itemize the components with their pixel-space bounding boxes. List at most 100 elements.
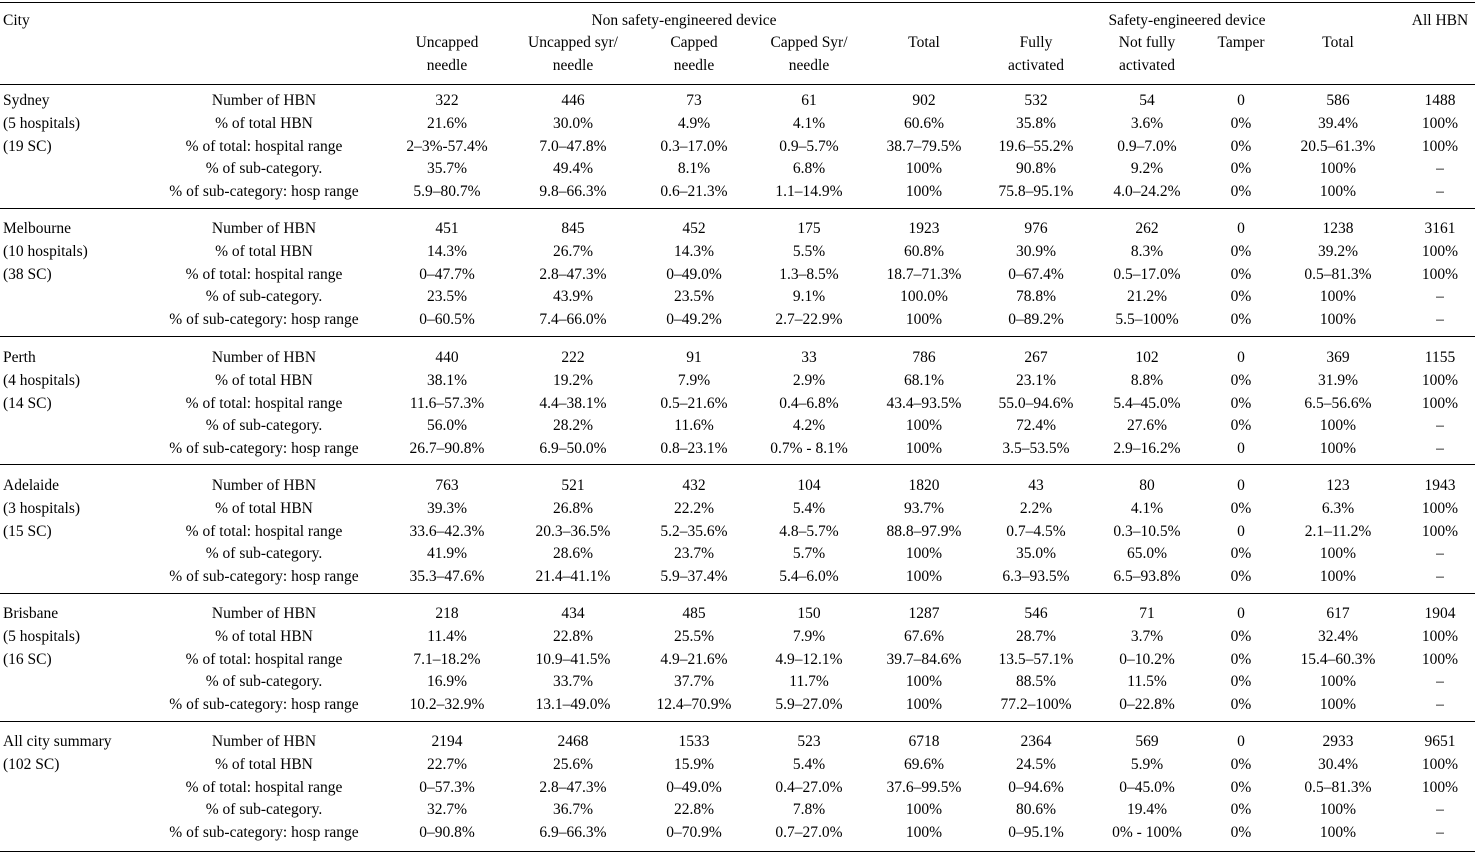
value-uncapped-needle: 10.2–32.9% — [409, 696, 485, 714]
value-all-hbn: 100% — [1421, 755, 1459, 773]
value-not-fully-activated: 80 — [1139, 477, 1155, 494]
value-not-fully-activated: 0.9–7.0% — [1117, 137, 1177, 155]
value-tamper: 0% — [1230, 696, 1252, 714]
value-capped-needle: 23.5% — [673, 288, 715, 306]
value-tamper: 0% — [1230, 755, 1252, 773]
value-capped-syr-needle: 33 — [801, 349, 817, 366]
value-capped-needle: 1533 — [678, 733, 710, 750]
value-capped-syr-needle: 4.1% — [792, 114, 826, 132]
value-not-fully-activated: 6.5–93.8% — [1113, 568, 1181, 586]
value-uncapped-syr-needle: 30.0% — [552, 114, 594, 132]
value-all-hbn: 100% — [1421, 371, 1459, 389]
col-header-uncapped-syr-needle: Uncapped syr/ — [528, 34, 618, 51]
value-capped-needle: 7.9% — [677, 371, 711, 389]
value-capped-needle: 452 — [682, 220, 706, 237]
value-capped-needle: 5.9–37.4% — [660, 568, 728, 586]
value-safety-total: 100% — [1319, 183, 1357, 201]
value-uncapped-syr-needle: 434 — [561, 605, 585, 622]
value-tamper: 0% — [1230, 417, 1252, 435]
value-capped-syr-needle: 0.4–27.0% — [775, 778, 843, 796]
value-capped-syr-needle: 7.8% — [792, 801, 826, 819]
value-non-safety-total: 1287 — [908, 605, 940, 622]
value-safety-total: 20.5–61.3% — [1300, 137, 1376, 155]
value-tamper: 0% — [1230, 311, 1252, 329]
value-safety-total: 0.5–81.3% — [1304, 778, 1372, 796]
value-not-fully-activated: 9.2% — [1130, 160, 1164, 178]
value-uncapped-needle: 0–47.7% — [419, 265, 475, 283]
value-non-safety-total: 786 — [912, 349, 936, 366]
header-non-safety-group: Non safety-engineered device — [591, 12, 777, 29]
value-all-hbn: – — [1436, 417, 1444, 435]
value-safety-total: 2933 — [1322, 733, 1354, 750]
value-uncapped-syr-needle: 6.9–66.3% — [539, 824, 607, 842]
value-fully-activated: 19.6–55.2% — [998, 137, 1074, 155]
value-capped-needle: 432 — [682, 477, 706, 494]
value-tamper: 0 — [1237, 349, 1245, 366]
value-tamper: 0% — [1230, 137, 1252, 155]
value-non-safety-total: 100% — [905, 568, 943, 586]
value-uncapped-needle: 56.0% — [426, 417, 468, 435]
value-not-fully-activated: 4.0–24.2% — [1113, 183, 1181, 201]
value-fully-activated: 88.5% — [1015, 673, 1057, 691]
value-capped-needle: 0–70.9% — [666, 824, 722, 842]
value-safety-total: 100% — [1319, 568, 1357, 586]
city-label: (19 SC) — [3, 137, 52, 155]
row-label: % of total HBN — [215, 755, 313, 773]
value-uncapped-needle: 0–57.3% — [419, 778, 475, 796]
value-not-fully-activated: 0–10.2% — [1119, 650, 1175, 668]
value-not-fully-activated: 19.4% — [1126, 801, 1168, 819]
value-fully-activated: 0.7–4.5% — [1006, 522, 1066, 540]
city-label: (4 hospitals) — [3, 371, 81, 389]
value-capped-needle: 91 — [686, 349, 702, 366]
value-uncapped-needle: 11.4% — [427, 627, 467, 645]
value-uncapped-syr-needle: 28.2% — [552, 417, 594, 435]
row-label: Number of HBN — [211, 220, 317, 237]
city-label: All city summary — [3, 733, 112, 750]
row-label: % of total HBN — [215, 627, 313, 645]
value-fully-activated: 13.5–57.1% — [998, 650, 1074, 668]
value-uncapped-needle: 2194 — [431, 733, 463, 750]
value-fully-activated: 24.5% — [1015, 755, 1057, 773]
value-uncapped-needle: 33.6–42.3% — [409, 522, 485, 540]
value-tamper: 0% — [1230, 394, 1252, 412]
value-capped-syr-needle: 5.4% — [792, 499, 826, 517]
value-tamper: 0 — [1237, 220, 1245, 237]
row-label: % of sub-category: hosp range — [169, 440, 359, 458]
row-label: % of sub-category. — [205, 673, 323, 691]
value-all-hbn: 1943 — [1424, 477, 1456, 494]
value-safety-total: 586 — [1326, 92, 1350, 109]
value-all-hbn: 100% — [1421, 114, 1459, 132]
header-all-hbn: All HBN — [1411, 12, 1469, 29]
value-uncapped-needle: 26.7–90.8% — [409, 440, 485, 458]
value-fully-activated: 0–94.6% — [1008, 778, 1064, 796]
value-capped-needle: 22.8% — [673, 801, 715, 819]
value-not-fully-activated: 54 — [1139, 92, 1155, 109]
value-all-hbn: – — [1436, 696, 1444, 714]
value-non-safety-total: 100% — [905, 673, 943, 691]
value-uncapped-needle: 5.9–80.7% — [413, 183, 481, 201]
value-tamper: 0 — [1237, 440, 1245, 458]
city-label: (14 SC) — [3, 394, 52, 412]
value-uncapped-syr-needle: 7.0–47.8% — [539, 137, 607, 155]
value-capped-needle: 4.9–21.6% — [660, 650, 728, 668]
value-all-hbn: 100% — [1421, 265, 1459, 283]
value-capped-needle: 22.2% — [673, 499, 715, 517]
row-label: % of sub-category: hosp range — [169, 183, 359, 201]
value-tamper: 0% — [1230, 160, 1252, 178]
row-label: % of total: hospital range — [185, 137, 343, 155]
col-header-capped-needle: Capped — [670, 34, 718, 51]
col-header-non-safety-total: Total — [908, 34, 940, 51]
value-non-safety-total: 68.1% — [903, 371, 945, 389]
col-header-uncapped-needle-line2: needle — [426, 57, 468, 74]
row-label: % of sub-category. — [205, 160, 323, 178]
value-capped-syr-needle: 1.1–14.9% — [775, 183, 843, 201]
city-label: (38 SC) — [3, 265, 52, 283]
row-label: % of sub-category: hosp range — [169, 311, 359, 329]
value-capped-needle: 12.4–70.9% — [656, 696, 732, 714]
value-capped-needle: 15.9% — [673, 755, 715, 773]
value-safety-total: 100% — [1319, 673, 1357, 691]
block-rule — [0, 336, 1475, 337]
row-label: % of total: hospital range — [185, 650, 343, 668]
value-safety-total: 100% — [1319, 824, 1357, 842]
value-uncapped-needle: 35.3–47.6% — [409, 568, 485, 586]
